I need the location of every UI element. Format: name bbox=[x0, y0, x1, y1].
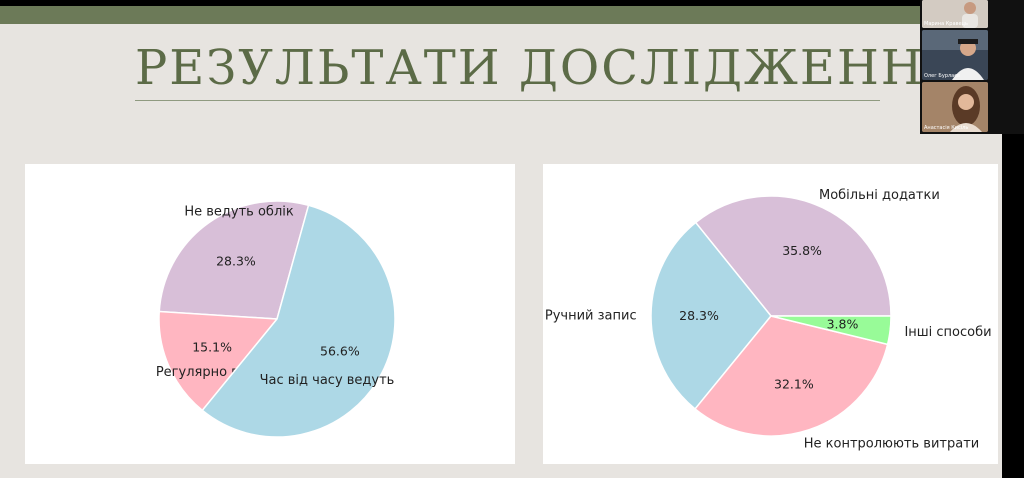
pie-slice bbox=[201, 204, 396, 438]
video-participants-panel: Марина Кравець Олег Бурлаєв Анастасія Ки… bbox=[920, 0, 1024, 134]
presentation-slide: РЕЗУЛЬТАТИ ДОСЛІДЖЕННЯ 28.3% Не ведуть об… bbox=[0, 6, 1002, 478]
participant-name: Марина Кравець bbox=[924, 21, 968, 27]
pie-slice-percent-label: 56.6% bbox=[320, 344, 360, 359]
pie-slice bbox=[158, 200, 310, 320]
chart-panel-2: 35.8% Мобільні додатки 28.3% Ручний запис 32… bbox=[543, 164, 998, 464]
slide-top-bar bbox=[0, 6, 1002, 24]
pie-slice bbox=[694, 195, 892, 317]
pie-slice-percent-label: 15.1% bbox=[192, 339, 232, 354]
person-avatar-icon bbox=[922, 0, 988, 28]
pie-slice bbox=[158, 310, 279, 412]
pie-slice-percent-label: 28.3% bbox=[216, 253, 256, 268]
pie-slice-percent-label: 3.8% bbox=[827, 317, 859, 332]
pie-slice-category-label: Не ведуть облік bbox=[184, 204, 294, 219]
pie-slice-category-label: Ручний запис bbox=[545, 309, 637, 324]
person-avatar-icon bbox=[922, 82, 988, 132]
pie-slice-percent-label: 28.3% bbox=[679, 308, 719, 323]
title-underline bbox=[135, 100, 880, 101]
participant-tile[interactable]: Олег Бурлаєв bbox=[922, 30, 988, 80]
participant-tile[interactable]: Марина Кравець bbox=[922, 0, 988, 28]
participant-name: Олег Бурлаєв bbox=[924, 73, 960, 79]
pie-slice-category-label: Не контролюють витрати bbox=[804, 436, 979, 451]
chart-panel-1: 28.3% Не ведуть облік 15.1% Регулярно ведут… bbox=[25, 164, 515, 464]
pie-slice-category-label: Мобільні додатки bbox=[819, 188, 940, 203]
participant-name: Анастасія Кисіль bbox=[924, 125, 969, 131]
pie-slice bbox=[770, 315, 892, 346]
participant-tile[interactable]: Анастасія Кисіль bbox=[922, 82, 988, 132]
pie-slice-percent-label: 35.8% bbox=[782, 243, 822, 258]
slide-title: РЕЗУЛЬТАТИ ДОСЛІДЖЕННЯ bbox=[135, 40, 966, 96]
person-avatar-icon bbox=[922, 30, 988, 80]
pie-slice bbox=[650, 221, 772, 410]
pie-slice-percent-label: 32.1% bbox=[774, 376, 814, 391]
pie-slice bbox=[694, 315, 889, 437]
pie-slice-category-label: Інші способи bbox=[904, 325, 991, 340]
pie-chart-tracking-methods: 35.8% Мобільні додатки 28.3% Ручний запис 32… bbox=[545, 188, 992, 452]
pie-slice-category-label: Час від часу ведуть bbox=[260, 373, 395, 388]
